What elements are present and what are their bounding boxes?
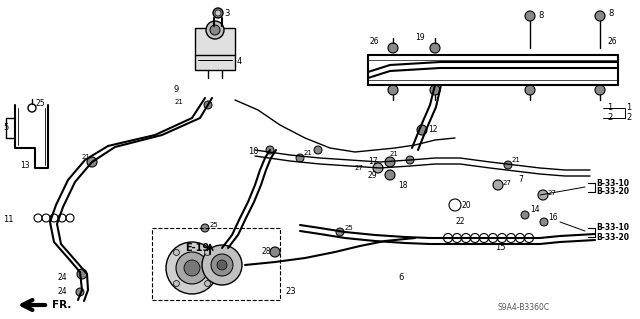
Text: B-33-20: B-33-20	[596, 188, 629, 197]
Text: 27: 27	[503, 180, 512, 186]
Text: 21: 21	[512, 157, 521, 163]
Circle shape	[270, 247, 280, 257]
Text: 21: 21	[175, 99, 184, 105]
Text: 15: 15	[495, 243, 506, 253]
Text: 2: 2	[607, 114, 612, 122]
Circle shape	[213, 8, 223, 18]
Text: 13: 13	[20, 160, 29, 169]
Text: B-33-10: B-33-10	[596, 224, 629, 233]
Text: 25: 25	[36, 100, 45, 108]
Text: 27: 27	[355, 165, 364, 171]
Circle shape	[296, 154, 304, 162]
Circle shape	[205, 280, 211, 286]
Circle shape	[525, 85, 535, 95]
Circle shape	[385, 157, 395, 167]
Circle shape	[595, 85, 605, 95]
Bar	[152, 228, 280, 300]
Bar	[195, 28, 235, 70]
Text: 28: 28	[262, 248, 271, 256]
Circle shape	[388, 85, 398, 95]
Text: 5: 5	[3, 123, 8, 132]
Circle shape	[504, 161, 512, 169]
Circle shape	[430, 85, 440, 95]
Text: 3: 3	[224, 9, 229, 18]
Text: 8: 8	[608, 10, 613, 19]
Circle shape	[314, 146, 322, 154]
Text: 29: 29	[368, 170, 378, 180]
Text: 1: 1	[626, 103, 631, 113]
Text: 26: 26	[370, 38, 380, 47]
Circle shape	[202, 245, 242, 285]
Circle shape	[406, 156, 414, 164]
Circle shape	[525, 11, 535, 21]
Text: 12: 12	[428, 125, 438, 135]
Circle shape	[205, 249, 211, 256]
Text: 24: 24	[58, 273, 68, 283]
Circle shape	[521, 211, 529, 219]
Text: FR.: FR.	[52, 300, 72, 310]
Circle shape	[373, 163, 383, 173]
Text: 10: 10	[248, 147, 259, 157]
Circle shape	[176, 252, 208, 284]
Circle shape	[336, 228, 344, 236]
Circle shape	[210, 25, 220, 35]
Circle shape	[206, 21, 224, 39]
Text: 27: 27	[548, 190, 557, 196]
Circle shape	[385, 170, 395, 180]
Circle shape	[595, 11, 605, 21]
Text: 24: 24	[58, 287, 68, 296]
Circle shape	[201, 224, 209, 232]
Text: S9A4-B3360C: S9A4-B3360C	[498, 303, 550, 313]
Circle shape	[204, 101, 212, 109]
Circle shape	[184, 260, 200, 276]
Text: 21: 21	[390, 151, 399, 157]
Text: 22: 22	[455, 218, 465, 226]
Text: 26: 26	[607, 38, 616, 47]
Text: E-19: E-19	[185, 243, 209, 253]
Text: 20: 20	[462, 201, 472, 210]
Text: 2: 2	[626, 114, 631, 122]
Text: 17: 17	[368, 158, 378, 167]
Circle shape	[215, 10, 221, 16]
Text: 21: 21	[82, 154, 91, 160]
Text: 1: 1	[607, 103, 612, 113]
Circle shape	[266, 146, 274, 154]
Circle shape	[87, 157, 97, 167]
Text: 23: 23	[285, 287, 296, 296]
Circle shape	[173, 280, 179, 286]
Circle shape	[538, 190, 548, 200]
Circle shape	[77, 269, 87, 279]
Text: B-33-10: B-33-10	[596, 179, 629, 188]
Text: 19: 19	[415, 33, 424, 42]
Text: 25: 25	[345, 225, 354, 231]
Text: 8: 8	[538, 11, 543, 20]
Text: 9: 9	[173, 85, 179, 94]
Text: 18: 18	[398, 181, 408, 189]
Circle shape	[388, 43, 398, 53]
Text: 16: 16	[548, 213, 557, 222]
Text: 25: 25	[210, 222, 219, 228]
Circle shape	[173, 249, 179, 256]
Circle shape	[417, 125, 427, 135]
Text: 4: 4	[237, 57, 243, 66]
Text: 6: 6	[398, 273, 403, 283]
Circle shape	[493, 180, 503, 190]
Circle shape	[217, 260, 227, 270]
Circle shape	[430, 43, 440, 53]
Text: B-33-20: B-33-20	[596, 233, 629, 241]
Circle shape	[211, 254, 233, 276]
Circle shape	[76, 288, 84, 296]
Circle shape	[166, 242, 218, 294]
Text: 11: 11	[3, 216, 13, 225]
Text: 14: 14	[530, 205, 540, 214]
Text: 21: 21	[304, 150, 313, 156]
Circle shape	[540, 218, 548, 226]
Text: 7: 7	[518, 175, 523, 184]
